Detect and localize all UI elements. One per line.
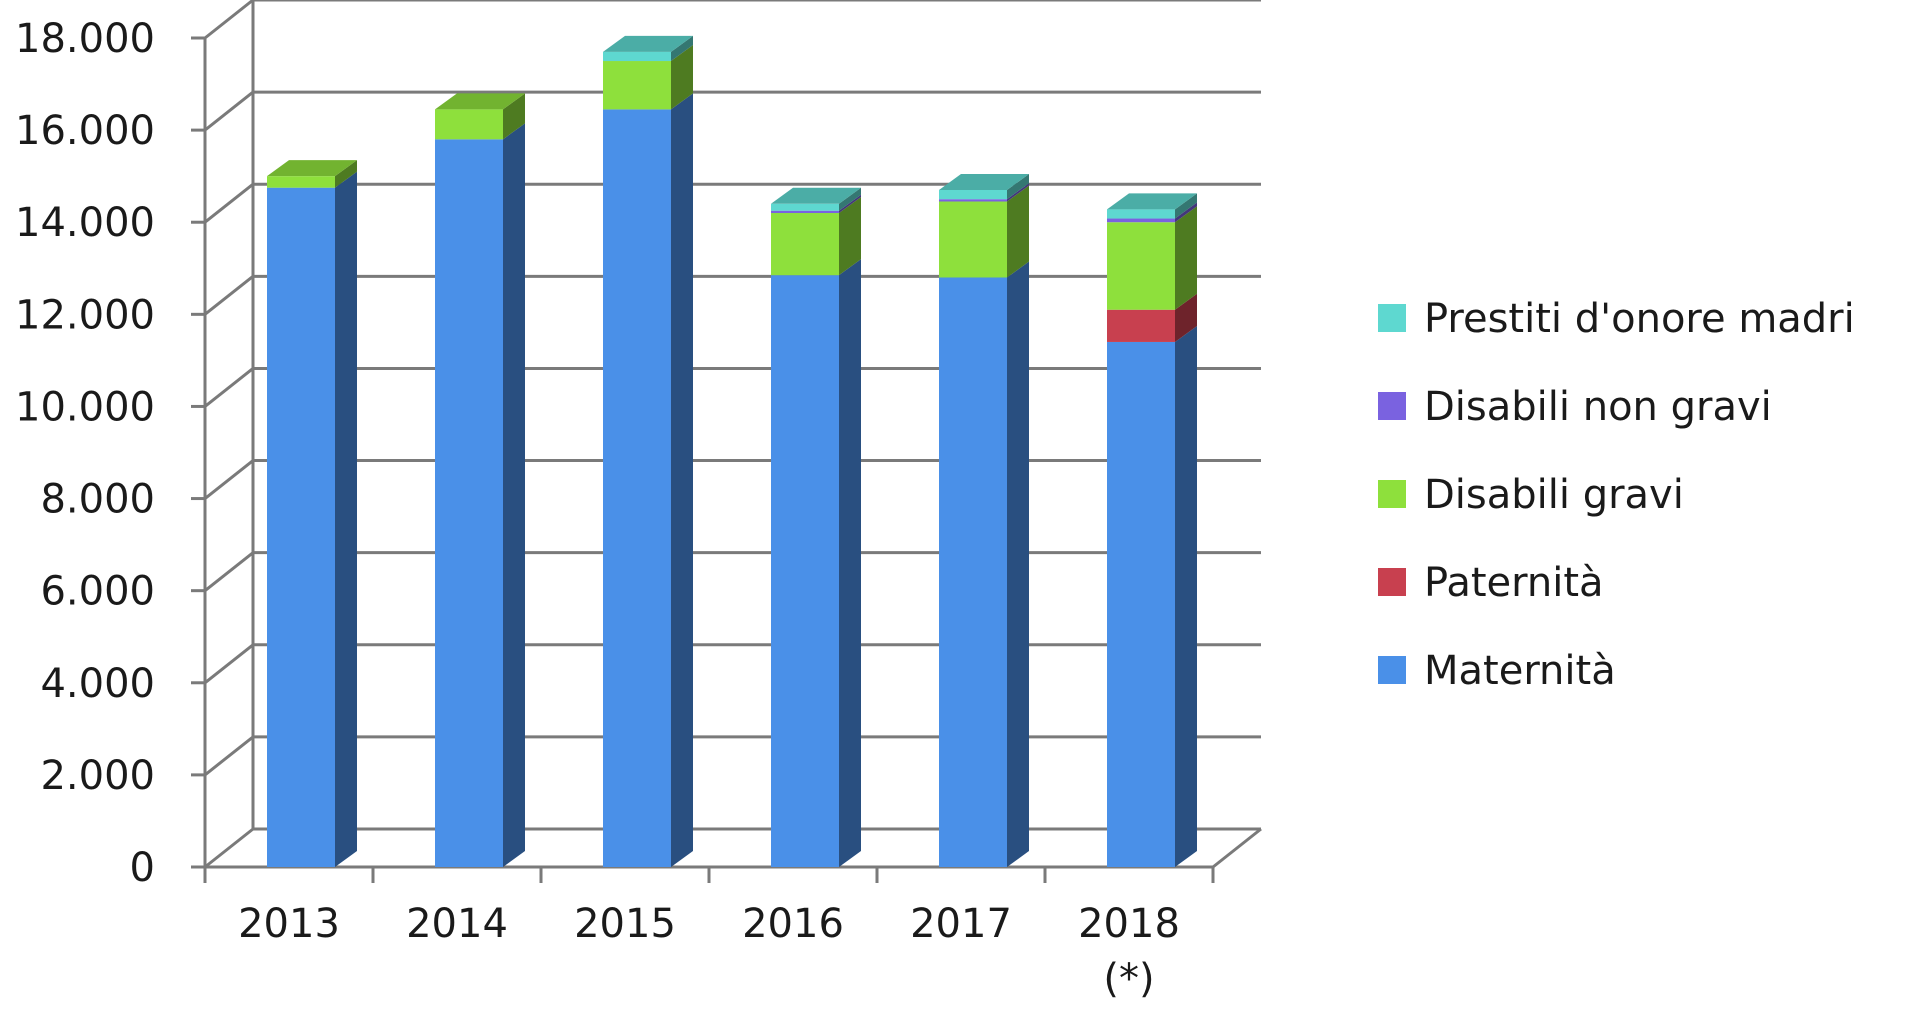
y-tick-label: 0 bbox=[130, 845, 155, 891]
bar-segment bbox=[1107, 309, 1175, 342]
bar-segment-side bbox=[335, 160, 357, 188]
gridline-side bbox=[204, 459, 254, 500]
bar-segment-side bbox=[1175, 202, 1197, 223]
legend-swatch bbox=[1378, 568, 1406, 596]
bar-segment bbox=[1107, 222, 1175, 310]
axis-layer: 0 2.000 4.000 6.000 8.000 10.000 12.000 14.000 1… bbox=[15, 16, 1262, 1002]
bar-segment-side bbox=[503, 93, 525, 140]
gridline-side bbox=[204, 643, 254, 684]
bar-segment-side bbox=[1175, 206, 1197, 310]
bar-segment bbox=[1107, 341, 1175, 867]
bar-segment bbox=[939, 201, 1007, 278]
bar-segment bbox=[603, 51, 671, 62]
legend-entry: Disabili gravi bbox=[1424, 472, 1684, 518]
bar-segment-side bbox=[671, 35, 693, 62]
bar-segment bbox=[771, 210, 839, 214]
x-tick-label: 2017 bbox=[910, 901, 1012, 947]
y-tick-label: 8.000 bbox=[40, 477, 155, 523]
bar-segment bbox=[603, 61, 671, 110]
bar-segment-side bbox=[839, 187, 861, 211]
x-tick-label: 2018 bbox=[1078, 901, 1180, 947]
bar-segment-side bbox=[839, 197, 861, 276]
gridline-side bbox=[204, 275, 254, 316]
bar-segment bbox=[435, 139, 503, 868]
bar-segment-side bbox=[1175, 193, 1197, 219]
bar-top bbox=[939, 173, 1029, 190]
floor-edge bbox=[1212, 827, 1262, 869]
gridline-side bbox=[204, 735, 254, 777]
bar-segment bbox=[1107, 218, 1175, 223]
bar-segment-side bbox=[335, 171, 357, 868]
bar-segment-side bbox=[1175, 293, 1197, 342]
bar-segment bbox=[1107, 209, 1175, 219]
y-tick-label: 6.000 bbox=[40, 569, 155, 615]
bar-top bbox=[267, 160, 357, 177]
bar-segment-side bbox=[503, 123, 525, 868]
x-tick-label: 2015 bbox=[574, 901, 676, 947]
bar-segment bbox=[603, 109, 671, 867]
legend: Prestiti d'onore madri Disabili non gravi… bbox=[1378, 296, 1855, 694]
y-tick-label: 16.000 bbox=[15, 108, 155, 154]
legend-entry: Maternità bbox=[1424, 648, 1616, 694]
bar-segment bbox=[267, 176, 335, 188]
y-tick-label: 4.000 bbox=[40, 661, 155, 707]
legend-swatch bbox=[1378, 656, 1406, 684]
bar-top bbox=[1107, 193, 1197, 210]
bar-segment bbox=[939, 277, 1007, 867]
bar-top bbox=[603, 35, 693, 52]
x-tick-label: 2016 bbox=[742, 901, 844, 947]
y-tick-label: 18.000 bbox=[15, 16, 155, 62]
bar-top bbox=[771, 187, 861, 204]
gridline-side bbox=[204, 367, 254, 408]
bar-segment bbox=[939, 199, 1007, 202]
gridline-side bbox=[204, 551, 254, 592]
y-tick-label: 10.000 bbox=[15, 384, 155, 430]
bar-segment-side bbox=[671, 93, 693, 867]
legend-entry: Disabili non gravi bbox=[1424, 384, 1772, 430]
bar-segment bbox=[435, 109, 503, 140]
y-tick-label: 12.000 bbox=[15, 292, 155, 338]
gridline-side bbox=[204, 827, 254, 869]
legend-entry: Paternità bbox=[1424, 560, 1604, 606]
bar-segment-side bbox=[1007, 185, 1029, 278]
x-tick-label: 2014 bbox=[406, 901, 508, 947]
legend-swatch bbox=[1378, 480, 1406, 508]
grid-layer bbox=[204, 0, 1261, 869]
gridline-side bbox=[204, 90, 254, 132]
gridline-side bbox=[204, 0, 254, 40]
bar-segment bbox=[267, 187, 335, 868]
bar-top bbox=[435, 93, 525, 110]
bar-segment bbox=[771, 203, 839, 211]
x-tick-label: 2013 bbox=[238, 901, 340, 947]
y-tick-label: 2.000 bbox=[40, 753, 155, 799]
bar-segment-side bbox=[1007, 173, 1029, 200]
x-tick-note: (*) bbox=[1103, 956, 1154, 1002]
bar-segment-side bbox=[1007, 261, 1029, 867]
bar-segment-side bbox=[671, 45, 693, 110]
bar-segment bbox=[771, 275, 839, 867]
legend-entry: Prestiti d'onore madri bbox=[1424, 296, 1855, 342]
legend-swatch bbox=[1378, 304, 1406, 332]
bar-segment-side bbox=[1175, 325, 1197, 867]
bar-segment-side bbox=[1007, 183, 1029, 202]
bar-segment bbox=[939, 189, 1007, 200]
bar-segment-side bbox=[839, 259, 861, 867]
bar-layer bbox=[267, 35, 1197, 868]
gridline-side bbox=[204, 183, 254, 224]
bar-segment bbox=[771, 213, 839, 276]
legend-swatch bbox=[1378, 392, 1406, 420]
bar-segment-side bbox=[839, 194, 861, 214]
y-tick-label: 14.000 bbox=[15, 200, 155, 246]
